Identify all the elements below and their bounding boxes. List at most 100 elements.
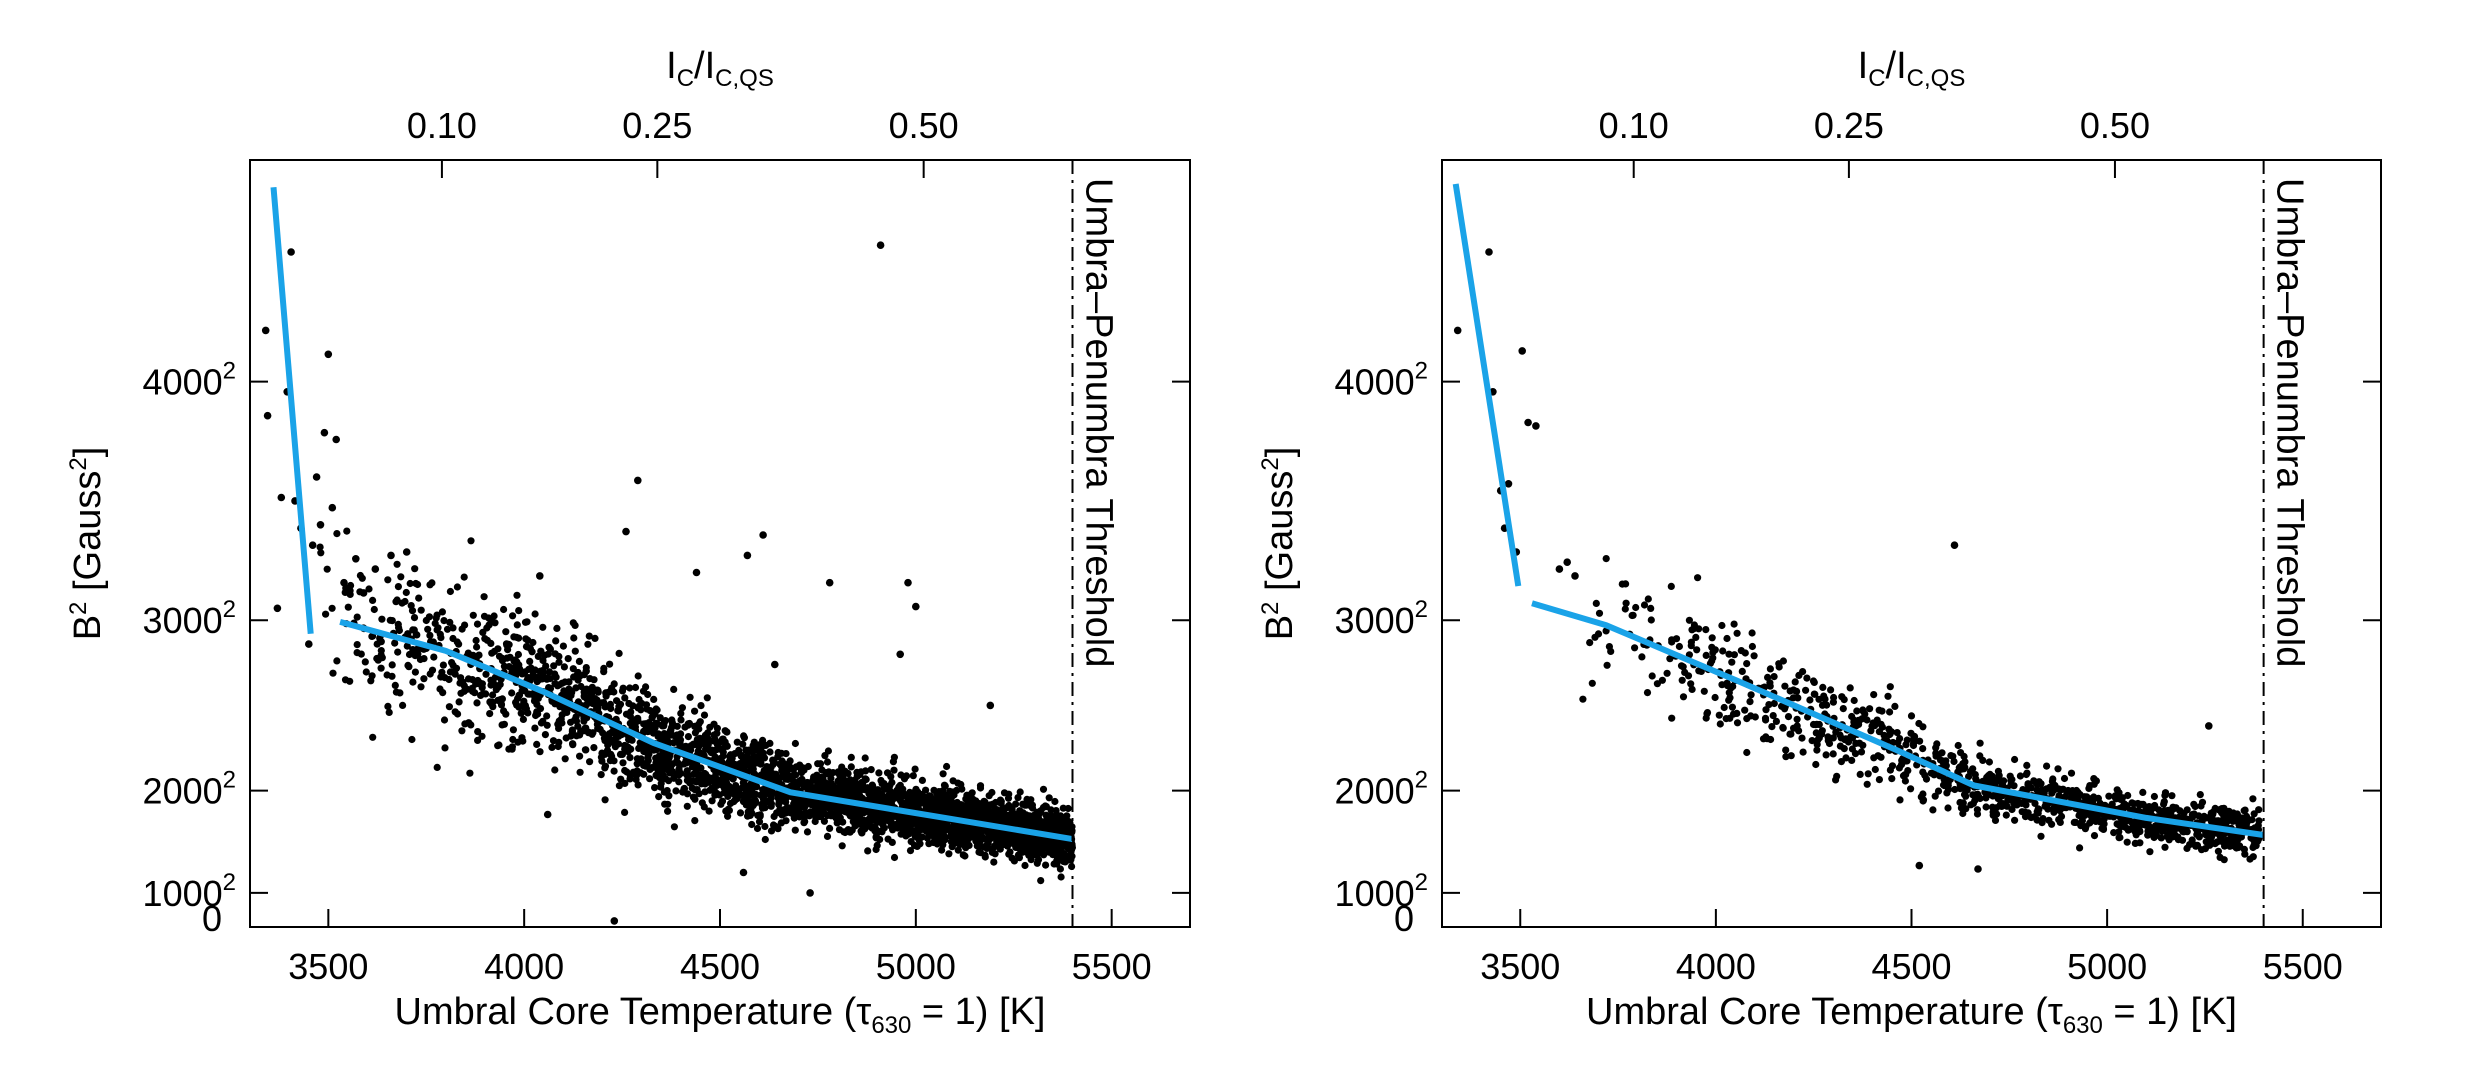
scatter-point-outlier (277, 493, 286, 502)
scatter-point (2230, 834, 2238, 843)
scatter-point-outlier (273, 604, 282, 613)
scatter-point (1679, 693, 1688, 701)
scatter-point (855, 794, 863, 802)
scatter-point (935, 788, 943, 796)
scatter-point (459, 678, 467, 686)
scatter-point (576, 752, 584, 760)
scatter-point (677, 709, 685, 718)
scatter-point (606, 660, 614, 668)
scatter-point (509, 726, 517, 734)
scatter-point (2090, 793, 2098, 801)
scatter-point (790, 814, 798, 822)
scatter-point (1851, 750, 1860, 758)
y-tick-label: 40002 (143, 358, 236, 403)
scatter-point (724, 805, 732, 813)
scatter-point (440, 617, 448, 625)
scatter-point (1866, 705, 1874, 713)
scatter-point (1886, 708, 1894, 716)
scatter-point-outlier (261, 326, 270, 335)
scatter-point (954, 846, 962, 854)
scatter-point (827, 780, 836, 788)
scatter-point (2033, 808, 2041, 816)
scatter-point (357, 650, 365, 658)
scatter-point (1064, 804, 1072, 813)
scatter-point (446, 618, 454, 627)
scatter-point (1789, 694, 1797, 702)
scatter-point (368, 672, 376, 680)
scatter-point (514, 738, 522, 746)
scatter-point (675, 771, 683, 779)
scatter-point (1884, 692, 1892, 700)
scatter-point (1028, 801, 1036, 809)
scatter-point (761, 822, 769, 831)
scatter-point (658, 758, 667, 766)
scatter-point (446, 587, 454, 596)
scatter-point-outlier (371, 565, 380, 573)
scatter-point (1029, 814, 1037, 823)
scatter-point (2055, 805, 2064, 813)
scatter-point (1947, 752, 1955, 760)
scatter-point (2161, 789, 2170, 797)
scatter-point (474, 728, 482, 736)
scatter-point (369, 596, 377, 605)
scatter-point (1012, 843, 1020, 852)
scatter-point (2204, 814, 2212, 822)
scatter-point (2006, 772, 2014, 780)
scatter-point (990, 858, 998, 866)
scatter-point (1663, 669, 1671, 677)
scatter-point (614, 707, 622, 715)
scatter-point (856, 771, 864, 779)
scatter-point (940, 781, 949, 789)
scatter-point (1702, 626, 1710, 634)
scatter-point (1667, 582, 1675, 591)
scatter-point (2209, 808, 2217, 816)
scatter-point (625, 699, 633, 708)
scatter-point (2192, 842, 2200, 850)
scatter-point (522, 635, 530, 643)
scatter-point (1897, 761, 1906, 769)
scatter-point (921, 793, 929, 802)
scatter-point (867, 766, 875, 774)
scatter-point (588, 689, 596, 697)
scatter-point (1808, 737, 1816, 745)
scatter-point (782, 794, 790, 802)
scatter-point (1716, 720, 1724, 728)
scatter-point (2249, 795, 2257, 803)
scatter-point (2049, 783, 2058, 792)
scatter-point (1932, 744, 1940, 752)
scatter-point (1647, 604, 1655, 613)
scatter-point-outlier (402, 548, 411, 556)
scatter-point (543, 712, 551, 720)
scatter-point (495, 652, 504, 660)
scatter-point (2075, 811, 2083, 820)
x-axis-label-left: Umbral Core Temperature (τ630 = 1) [K] (395, 991, 1046, 1039)
scatter-point (2188, 813, 2197, 821)
scatter-point (2180, 809, 2188, 817)
top-axis-label-slash: /I (1886, 45, 1907, 87)
scatter-point (391, 681, 399, 690)
scatter-point (2010, 782, 2018, 790)
scatter-point (790, 778, 798, 786)
scatter-point (411, 565, 419, 573)
scatter-point (1863, 780, 1871, 788)
scatter-point-outlier (1453, 326, 1462, 335)
scatter-point (529, 638, 537, 647)
scatter-point (365, 585, 373, 593)
scatter-point (695, 748, 703, 756)
scatter-point (1006, 833, 1015, 842)
scatter-point (1951, 785, 1959, 794)
scatter-point (598, 757, 606, 765)
fit-line-left (270, 187, 1073, 843)
scatter-point (530, 697, 539, 705)
scatter-point (1621, 605, 1629, 613)
scatter-point (619, 759, 627, 767)
scatter-point (1648, 672, 1656, 680)
scatter-point-outlier (1504, 480, 1513, 488)
scatter-point (505, 663, 513, 671)
y-axis-label-units: [Gauss (1259, 471, 1301, 591)
scatter-point (1885, 725, 1893, 733)
x-tick-label: 5500 (2263, 946, 2343, 987)
scatter-point (1047, 816, 1055, 824)
scatter-point (664, 807, 672, 815)
scatter-point (690, 740, 698, 748)
